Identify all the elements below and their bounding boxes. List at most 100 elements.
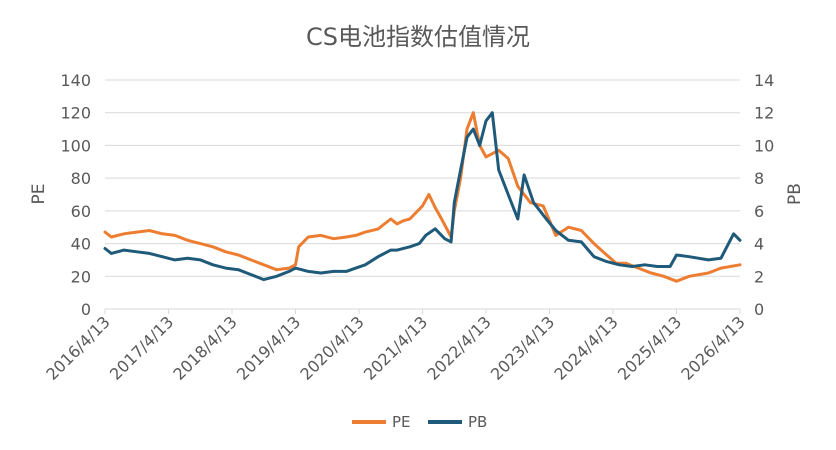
- data-point-pb: [631, 265, 633, 268]
- data-point-pb: [212, 264, 214, 266]
- x-tick-label: 2022/4/13: [423, 312, 494, 383]
- data-point-pb: [320, 272, 322, 274]
- data-point-pb: [263, 278, 265, 281]
- data-point-pe: [421, 205, 424, 207]
- data-point-pe: [390, 218, 392, 220]
- data-point-pe: [161, 233, 163, 235]
- data-point-pe: [402, 219, 405, 222]
- data-point-pb: [720, 257, 722, 260]
- data-point-pe: [529, 201, 532, 204]
- data-point-pe: [320, 234, 322, 237]
- series-pe: [103, 111, 742, 283]
- x-tick-label: 2019/4/13: [233, 312, 304, 383]
- data-point-pe: [593, 242, 595, 245]
- data-point-pb: [275, 275, 278, 278]
- data-point-pb: [237, 268, 240, 271]
- y-left-tick-label: 100: [60, 136, 91, 155]
- data-point-pe: [355, 234, 357, 237]
- data-point-pe: [663, 275, 665, 278]
- x-tick-label: 2025/4/13: [614, 312, 685, 383]
- data-point-pb: [110, 252, 113, 255]
- y-left-tick-label: 140: [60, 71, 91, 90]
- data-point-pe: [186, 239, 189, 242]
- data-point-pe: [294, 264, 297, 266]
- data-point-pb: [355, 267, 357, 269]
- series-line-pe: [103, 111, 742, 283]
- data-point-pe: [497, 149, 500, 152]
- data-point-pb: [288, 270, 290, 273]
- x-tick-label: 2017/4/13: [106, 312, 177, 383]
- x-tick-label: 2016/4/13: [42, 312, 113, 383]
- data-point-pe: [637, 267, 640, 269]
- data-point-pe: [396, 223, 398, 225]
- data-point-pb: [418, 242, 421, 245]
- data-point-pe: [624, 262, 627, 265]
- data-point-pb: [507, 193, 510, 196]
- legend-label: PE: [392, 413, 411, 431]
- data-point-pb: [456, 185, 459, 188]
- data-point-pe: [250, 259, 252, 261]
- data-point-pe: [409, 218, 411, 220]
- y-right-tick-label: 4: [754, 235, 764, 254]
- data-point-pb: [250, 273, 252, 276]
- data-point-pb: [656, 265, 659, 268]
- data-point-pe: [707, 272, 710, 274]
- data-point-pb: [497, 169, 500, 171]
- series-line-pb: [103, 111, 742, 282]
- data-point-pe: [555, 234, 557, 237]
- y-right-tick-label: 12: [754, 104, 774, 123]
- x-tick-label: 2024/4/13: [550, 312, 621, 383]
- y-left-tick-label: 40: [71, 235, 91, 254]
- data-point-pb: [409, 246, 411, 248]
- y-left-tick-label: 0: [81, 300, 91, 319]
- y-right-tick-label: 6: [754, 202, 764, 221]
- y-left-tick-label: 60: [71, 202, 91, 221]
- y-right-tick-label: 10: [754, 136, 774, 155]
- data-point-pb: [450, 241, 452, 243]
- data-point-pb: [618, 264, 621, 266]
- data-point-pb: [644, 264, 646, 266]
- data-point-pe: [110, 236, 113, 238]
- legend-item-pb: PB: [428, 413, 487, 431]
- data-point-pe: [224, 251, 227, 253]
- data-point-pb: [491, 111, 494, 114]
- data-point-pe: [307, 236, 310, 238]
- data-point-pe: [263, 264, 265, 266]
- data-point-pb: [224, 267, 227, 269]
- data-point-pb: [593, 255, 595, 258]
- data-point-pe: [507, 157, 510, 160]
- data-point-pb: [605, 260, 608, 263]
- data-point-pb: [377, 255, 379, 258]
- data-point-pb: [396, 249, 398, 251]
- series-pb: [103, 111, 742, 282]
- data-point-pb: [669, 265, 671, 268]
- y-axis-right-ticks: 0 2 4 6 8 10 12 14: [754, 71, 774, 319]
- data-point-pb: [148, 252, 151, 255]
- data-point-pb: [517, 218, 519, 220]
- data-point-pe: [485, 156, 487, 158]
- x-tick-label: 2026/4/13: [677, 312, 748, 383]
- data-point-pe: [199, 242, 202, 245]
- data-point-pb: [174, 259, 176, 261]
- data-point-pe: [434, 206, 437, 209]
- y-axis-right-label: PB: [785, 183, 805, 205]
- data-point-pe: [332, 237, 335, 240]
- data-point-pe: [148, 229, 151, 232]
- data-point-pe: [104, 231, 106, 233]
- data-point-pb: [739, 239, 741, 242]
- y-axis-left-ticks: 0 20 40 60 80 100 120 140: [60, 71, 91, 319]
- x-axis-ticks: 2016/4/132017/4/132018/4/132019/4/132020…: [42, 309, 749, 384]
- data-point-pe: [605, 254, 608, 256]
- x-tick-label: 2021/4/13: [360, 312, 431, 383]
- x-tick-label: 2018/4/13: [169, 312, 240, 383]
- data-point-pb: [104, 247, 106, 250]
- data-point-pb: [466, 136, 468, 139]
- data-point-pe: [567, 226, 570, 228]
- data-point-pb: [307, 270, 310, 273]
- data-point-pe: [466, 128, 468, 130]
- data-point-pe: [720, 267, 722, 269]
- series-layer: [103, 111, 742, 283]
- y-right-tick-label: 14: [754, 71, 774, 90]
- y-axis-left-label: PE: [29, 184, 49, 205]
